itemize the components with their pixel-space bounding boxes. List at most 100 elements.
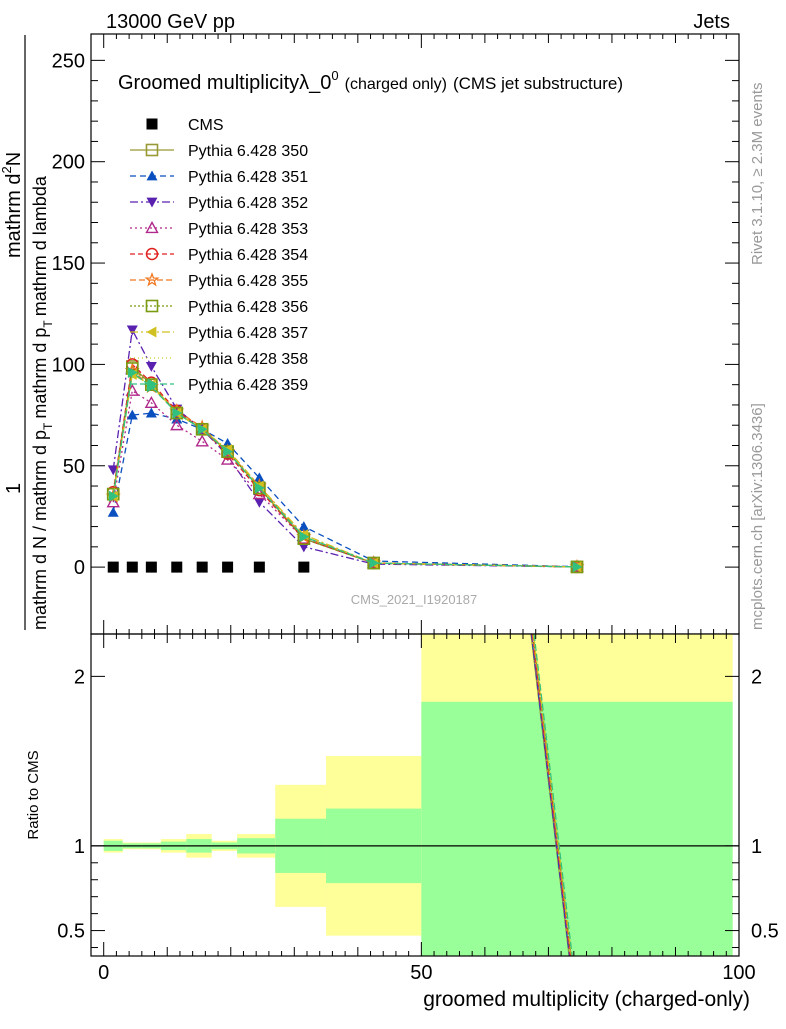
x-tick-label-1: 50: [410, 962, 432, 984]
series-9-point-1: [127, 367, 138, 379]
series-1-point-1: [126, 409, 138, 420]
header-left-label: 13000 GeV pp: [106, 11, 235, 33]
cms-point-0: [107, 561, 119, 573]
upper-y-tick-label-5: 250: [52, 50, 85, 72]
ylabel-bottom: mathrm d N / mathrm d p: [30, 430, 50, 630]
series-2-point-1: [126, 325, 138, 336]
plot-title: Groomed multiplicityλ_00 (charged only) (C…: [118, 68, 623, 94]
legend-marker-7: [146, 326, 157, 338]
series-9-point-9: [572, 561, 583, 573]
upper-plot-axes: 0 50 100 150 200 250: [52, 34, 740, 634]
lower-y-tick-label-right-1: 1: [751, 836, 762, 858]
series-9-point-4: [197, 423, 208, 435]
series-9-point-6: [254, 482, 265, 494]
legend: CMS Pythia 6.428 350 Pythia 6.428 351 Pythi…: [130, 117, 308, 394]
series-line-6: [112, 367, 578, 568]
cms-point-7: [298, 561, 310, 573]
series-3-point-2: [144, 395, 159, 409]
lower-y-axis-label: Ratio to CMS: [25, 750, 42, 839]
ylabel-numerator-end: N: [3, 152, 25, 166]
series-3-point-0: [106, 495, 120, 508]
ratio-series-line-5: [532, 633, 572, 957]
plot-title-main: Groomed multiplicity: [118, 72, 299, 94]
rivet-version-label: Rivet 3.1.10, ≥ 2.3M events: [749, 83, 766, 266]
legend-label-6: Pythia 6.428 356: [188, 299, 308, 316]
cms-point-4: [196, 561, 208, 573]
svg-text:mathrm d N / mathrm d pTmathrm: mathrm d N / mathrm d pTmathrm d pTmathr…: [30, 175, 55, 630]
series-9-point-8: [369, 557, 380, 569]
upper-y-tick-label-4: 200: [52, 152, 85, 174]
legend-marker-0: [145, 143, 159, 157]
ylabel-bottom-sub: T: [41, 422, 55, 430]
series-line-0: [112, 365, 578, 568]
plot-title-sup: 0: [331, 68, 338, 83]
ratio-series-line-7: [532, 633, 573, 957]
legend-marker-2: [146, 197, 158, 208]
legend-label-2: Pythia 6.428 352: [188, 195, 308, 212]
legend-cms-marker: [146, 118, 158, 130]
x-tick-label-0: 0: [98, 962, 109, 984]
ratio-band-green-9: [421, 701, 733, 956]
cms-point-3: [171, 561, 183, 573]
ratio-series-line-9: [533, 633, 573, 957]
series-line-3: [112, 389, 578, 568]
series-line-9: [112, 371, 578, 568]
ylabel-denominator-sub: T: [41, 320, 55, 328]
legend-marker-6: [145, 299, 159, 313]
ylabel-numerator-sup: 2: [0, 166, 14, 173]
series-2-point-0: [107, 465, 119, 476]
series-9-point-5: [223, 446, 234, 458]
legend-marker-1: [146, 170, 158, 181]
ylabel-numerator-top: mathrm d: [3, 174, 25, 258]
ratio-series-line-3: [531, 633, 571, 957]
upper-y-tick-label-3: 150: [52, 253, 85, 275]
cms-point-6: [253, 561, 265, 573]
legend-marker-5: [144, 272, 160, 287]
legend-marker-3: [145, 221, 159, 234]
series-3-point-3: [170, 418, 184, 431]
legend-label-9: Pythia 6.428 359: [188, 377, 308, 394]
series-9-point-3: [172, 407, 183, 419]
series-3-point-4: [195, 434, 209, 447]
ylabel-denominator-top: mathrm d p: [30, 328, 50, 419]
plot-title-suffix: (CMS jet substructure): [453, 74, 623, 93]
analysis-watermark: CMS_2021_I1920187: [351, 592, 478, 607]
series-2-point-2: [145, 362, 157, 372]
cms-point-5: [222, 561, 234, 573]
legend-label-5: Pythia 6.428 355: [188, 273, 308, 290]
legend-marker-9: [147, 378, 158, 390]
legend-label-8: Pythia 6.428 358: [188, 351, 308, 368]
legend-label-4: Pythia 6.428 354: [188, 247, 308, 264]
lower-plot-marks: [91, 633, 739, 957]
ratio-series-line-2: [531, 633, 571, 957]
legend-label-3: Pythia 6.428 353: [188, 221, 308, 238]
series-1-point-6: [253, 472, 265, 483]
series-1-point-0: [107, 506, 119, 517]
series-line-4: [112, 363, 578, 568]
plot-title-symbol: λ_0: [299, 72, 331, 94]
lower-y-tick-label-0: 0.5: [57, 921, 85, 943]
lower-plot-axes: 0.5 0.5 1 1 2 2 0 50 100: [57, 634, 779, 984]
lower-y-tick-label-2: 2: [74, 666, 85, 688]
lower-y-tick-label-right-2: 2: [751, 666, 762, 688]
x-axis-label: groomed multiplicity (charged-only): [423, 988, 750, 1011]
series-9-point-0: [108, 490, 119, 502]
series-6-point-0: [106, 487, 120, 501]
series-line-5: [112, 369, 578, 568]
series-line-7: [112, 373, 578, 568]
series-line-1: [112, 412, 578, 568]
legend-label-7: Pythia 6.428 357: [188, 325, 308, 342]
series-line-2: [112, 327, 578, 568]
upper-y-tick-label-1: 50: [63, 456, 85, 478]
legend-label-1: Pythia 6.428 351: [188, 169, 308, 186]
series-9-point-7: [299, 531, 310, 543]
cms-point-1: [126, 561, 138, 573]
series-1-point-7: [298, 521, 310, 531]
upper-y-tick-label-2: 100: [52, 354, 85, 376]
ylabel-one: 1: [3, 483, 25, 494]
cms-point-2: [145, 561, 157, 573]
legend-cms-label: CMS: [188, 117, 224, 134]
legend-label-0: Pythia 6.428 350: [188, 143, 308, 160]
ylabel-denominator-end: mathrm d lambda: [30, 175, 50, 316]
upper-y-axis-label: mathrm d2N mathrm d N / mathrm d pTmathr…: [0, 35, 55, 630]
